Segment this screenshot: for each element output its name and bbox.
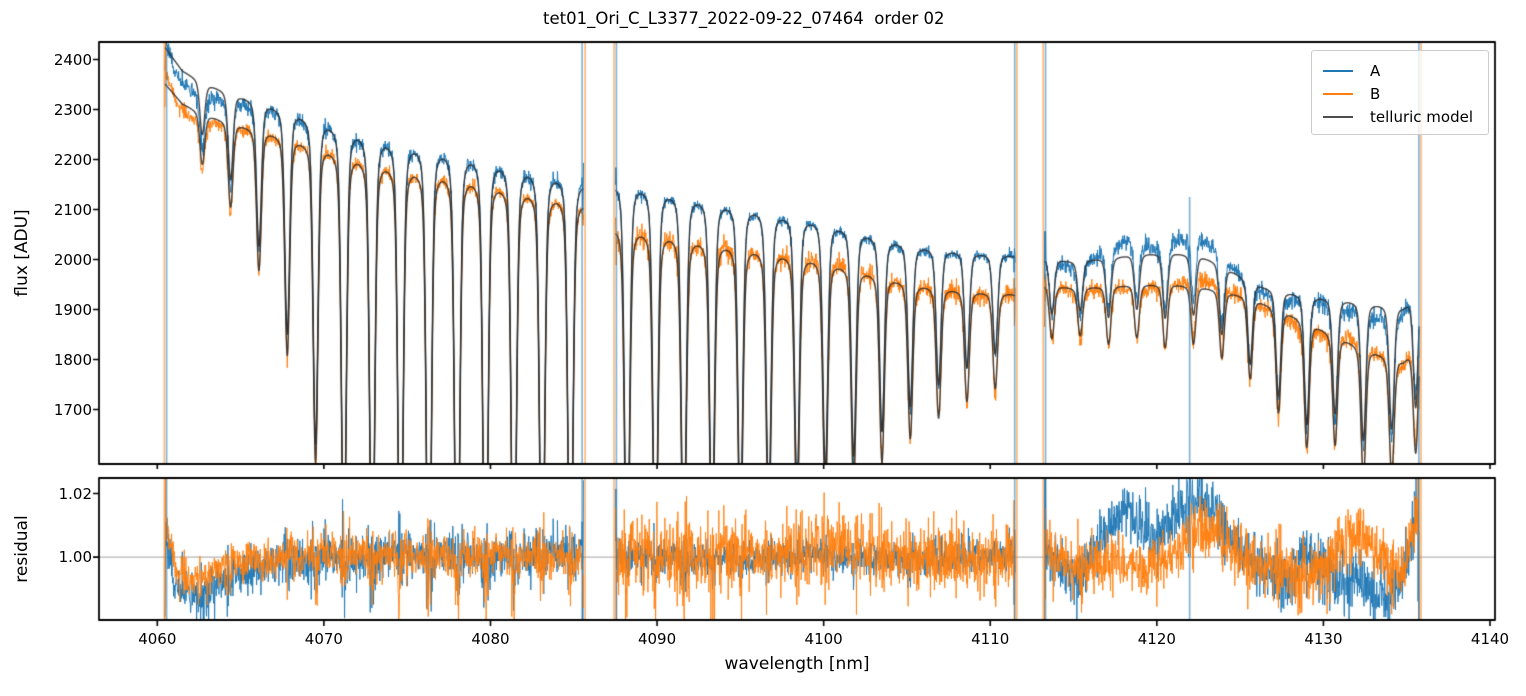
residual-tick-label-1.00: 1.00 bbox=[58, 548, 92, 567]
flux-tick-label-2400: 2400 bbox=[53, 50, 92, 69]
x-tick-label-4090: 4090 bbox=[637, 630, 677, 648]
plot-title: tet01_Ori_C_L3377_2022-09-22_07464 order… bbox=[543, 9, 945, 28]
legend-label-telluric-model: telluric model bbox=[1370, 107, 1474, 126]
series-b-line-swatch bbox=[1323, 92, 1353, 95]
legend-item-telluric-model: telluric model bbox=[1322, 105, 1478, 128]
x-tick-label-4120: 4120 bbox=[1137, 630, 1176, 648]
x-tick-label-4140: 4140 bbox=[1470, 630, 1510, 648]
flux-tick-label-1800: 1800 bbox=[53, 350, 92, 369]
flux-tick-label-2000: 2000 bbox=[53, 250, 92, 269]
x-tick-label-4060: 4060 bbox=[138, 630, 177, 648]
x-tick-label-4070: 4070 bbox=[304, 630, 343, 648]
flux-tick-label-1700: 1700 bbox=[53, 400, 92, 419]
x-tick-label-4100: 4100 bbox=[804, 630, 843, 648]
flux-tick-label-2100: 2100 bbox=[53, 200, 92, 219]
legend-item-b: B bbox=[1322, 82, 1478, 105]
legend-item-a: A bbox=[1322, 59, 1478, 82]
series-a-line-swatch bbox=[1323, 69, 1353, 72]
flux-axis-label: flux [ADU] bbox=[12, 209, 32, 297]
wavelength-axis-label: wavelength [nm] bbox=[724, 654, 870, 674]
legend-label-b: B bbox=[1370, 84, 1381, 103]
residual-axis-label: residual bbox=[12, 515, 32, 583]
x-tick-label-4130: 4130 bbox=[1304, 630, 1343, 648]
flux-tick-label-1900: 1900 bbox=[53, 300, 92, 319]
x-tick-label-4110: 4110 bbox=[971, 630, 1010, 648]
telluric-model-line-swatch bbox=[1323, 115, 1353, 118]
x-tick-label-4080: 4080 bbox=[471, 630, 510, 648]
flux-tick-label-2300: 2300 bbox=[53, 100, 92, 119]
legend: A B telluric model bbox=[1311, 50, 1489, 135]
residual-tick-label-1.02: 1.02 bbox=[58, 484, 92, 503]
flux-tick-label-2200: 2200 bbox=[53, 150, 92, 169]
legend-label-a: A bbox=[1370, 61, 1381, 80]
